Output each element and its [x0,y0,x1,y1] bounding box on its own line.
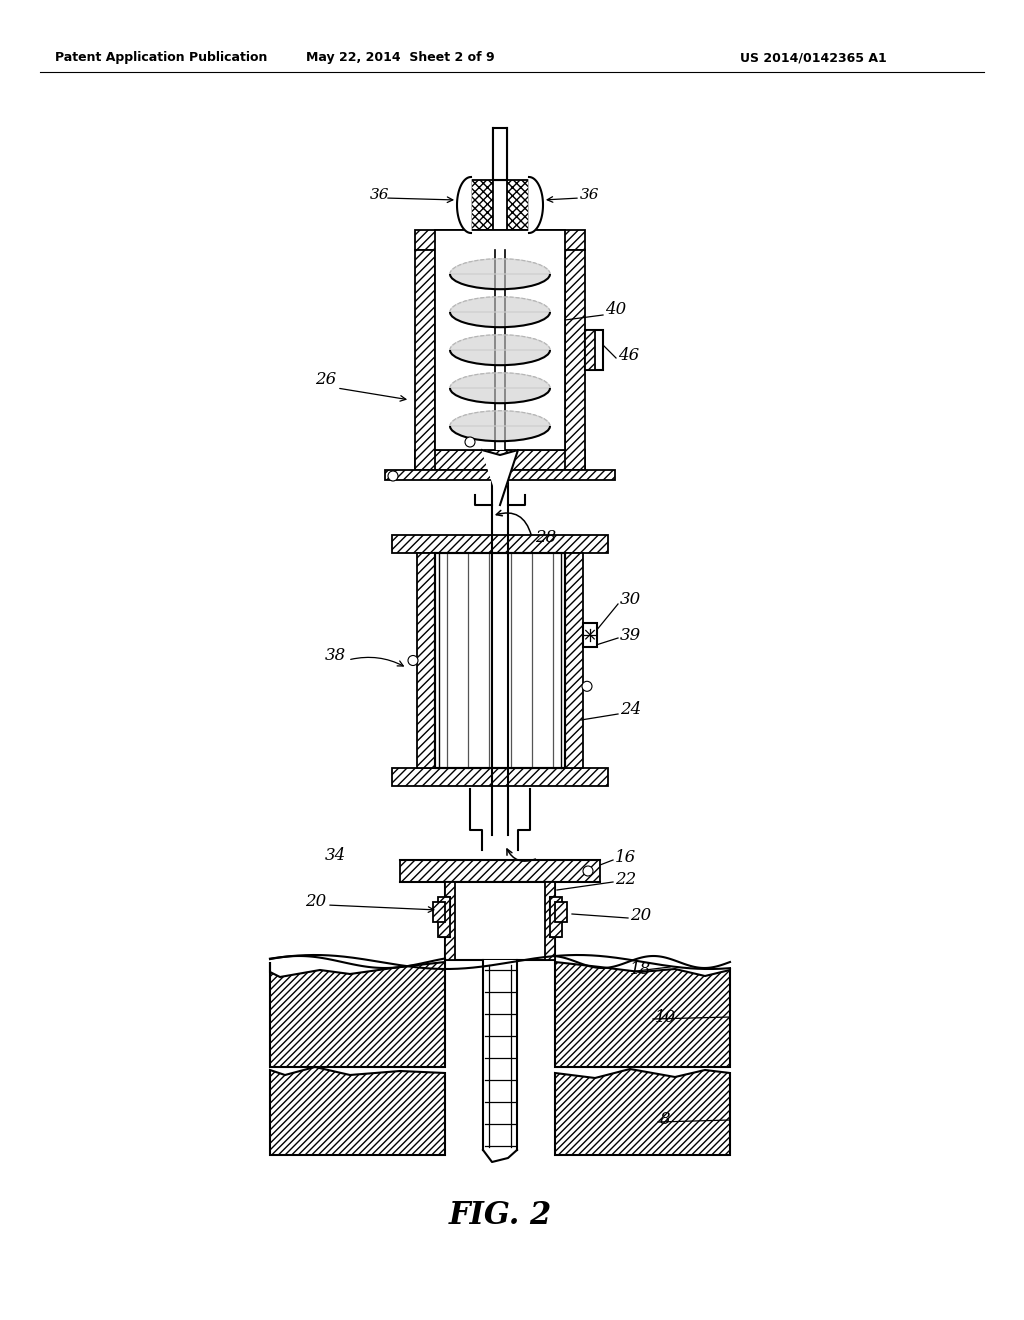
Polygon shape [529,177,543,234]
Circle shape [583,866,593,876]
Bar [484,960,517,1150]
Polygon shape [270,1067,445,1155]
Circle shape [388,471,398,480]
Bar [583,623,597,647]
Text: FIG. 2: FIG. 2 [449,1200,552,1230]
Bar [495,249,505,450]
Polygon shape [482,450,518,506]
Bar [417,553,435,768]
Polygon shape [450,411,550,441]
Circle shape [465,437,475,447]
Bar [435,230,565,450]
Polygon shape [450,335,550,366]
Polygon shape [450,372,550,403]
Bar [565,553,583,768]
Bar [433,902,445,921]
Text: Patent Application Publication: Patent Application Publication [55,51,267,65]
Polygon shape [457,177,471,234]
Circle shape [408,656,418,665]
Bar [585,330,595,370]
Text: 34: 34 [325,846,346,863]
Text: US 2014/0142365 A1: US 2014/0142365 A1 [740,51,887,65]
Text: 26: 26 [315,371,336,388]
Text: 46: 46 [618,346,639,363]
Text: 10: 10 [655,1008,676,1026]
Text: 36: 36 [580,187,599,202]
Bar [555,902,567,921]
Bar [415,249,435,470]
Text: 20: 20 [305,894,327,911]
Polygon shape [555,1069,730,1155]
Bar [438,898,450,937]
Bar [550,898,562,937]
Bar [493,128,507,180]
Bar [445,882,455,960]
Bar [392,768,608,785]
Bar [507,180,529,230]
Text: 18: 18 [630,961,651,978]
Text: 22: 22 [615,871,636,888]
Bar [445,882,555,960]
Text: 30: 30 [620,591,641,609]
Bar [415,230,585,249]
Bar [392,535,608,553]
Bar [545,882,555,960]
Text: May 22, 2014  Sheet 2 of 9: May 22, 2014 Sheet 2 of 9 [306,51,495,65]
Bar [435,553,565,768]
Text: 40: 40 [605,301,627,318]
Polygon shape [270,962,445,1067]
Bar [400,861,600,882]
Text: 39: 39 [620,627,641,644]
Bar [415,450,585,470]
Polygon shape [450,259,550,289]
Text: 36: 36 [370,187,389,202]
Text: 20: 20 [630,908,651,924]
Polygon shape [450,297,550,327]
Text: 8: 8 [660,1111,671,1129]
Bar [585,330,603,370]
Text: 24: 24 [620,701,641,718]
Text: 16: 16 [615,849,636,866]
Bar [385,470,615,480]
Text: 38: 38 [325,647,346,664]
Text: 28: 28 [535,529,556,546]
Bar [565,249,585,470]
Circle shape [582,681,592,692]
Polygon shape [555,962,730,1067]
Bar [471,180,493,230]
